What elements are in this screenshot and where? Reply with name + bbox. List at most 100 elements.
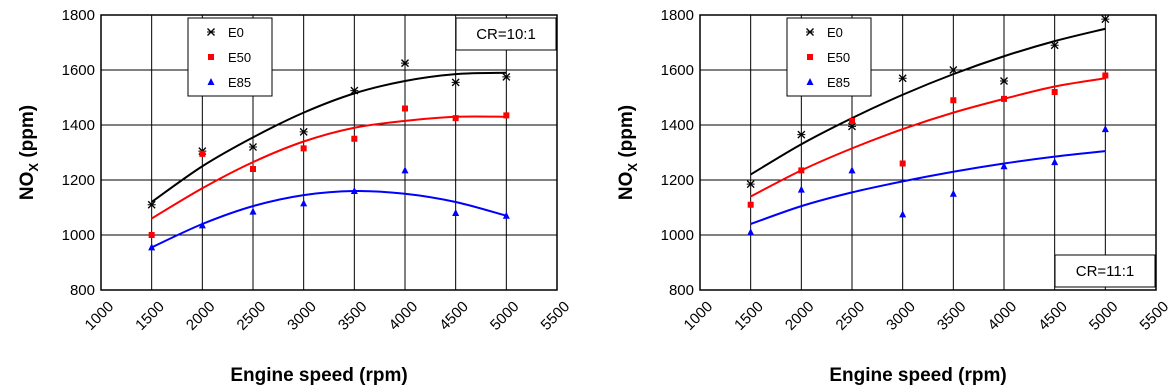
legend-marker-e0 xyxy=(207,28,215,36)
legend-box xyxy=(187,17,273,97)
series-e85 xyxy=(747,125,1109,236)
data-point-e0 xyxy=(299,127,308,136)
y-tick-label: 1200 xyxy=(62,172,95,189)
plot-area xyxy=(101,15,557,290)
data-point-e85 xyxy=(1000,162,1008,170)
plot-frame xyxy=(699,14,1157,291)
x-tick-label: 3000 xyxy=(883,298,919,334)
data-point-e50 xyxy=(1001,95,1007,102)
data-point-e0 xyxy=(249,143,257,151)
y-tick-label: 1800 xyxy=(661,7,694,24)
x-tick-label: 4000 xyxy=(386,298,422,334)
y-axis-title-main: NO xyxy=(616,172,637,201)
data-point-e50 xyxy=(250,166,256,172)
data-point-e50 xyxy=(1051,89,1058,95)
y-axis-title: NOX (ppm) xyxy=(616,105,640,200)
data-point-e50 xyxy=(503,112,510,119)
annotation-text: CR=11:1 xyxy=(1076,263,1135,280)
x-tick-label: 3500 xyxy=(335,298,371,334)
y-axis-title: NOX (ppm) xyxy=(17,105,41,200)
data-point-e50 xyxy=(300,145,307,152)
annotation-box xyxy=(1054,254,1156,288)
x-tick-label: 2500 xyxy=(234,298,270,334)
y-axis-title-main: NO xyxy=(17,172,38,201)
compression-ratio-annotation: CR=11:1 xyxy=(1054,254,1156,288)
legend-label-e0: E0 xyxy=(228,25,244,40)
plot-frame xyxy=(100,14,558,291)
y-tick-label: 1800 xyxy=(62,7,95,24)
legend-marker-e50 xyxy=(807,54,813,60)
data-point-e0 xyxy=(502,72,511,81)
data-point-e50 xyxy=(950,97,957,104)
data-point-e50 xyxy=(148,232,155,238)
trend-line-e0 xyxy=(151,71,507,203)
y-tick-label: 1400 xyxy=(62,117,95,134)
data-point-e0 xyxy=(350,86,359,95)
data-point-e85 xyxy=(198,221,206,229)
legend-marker-e0 xyxy=(806,28,814,36)
data-point-e50 xyxy=(1102,72,1109,79)
data-point-e0 xyxy=(1050,41,1059,50)
data-point-e0 xyxy=(147,200,156,209)
legend: E0 E50 E85 xyxy=(786,17,872,97)
legend-marker-e85 xyxy=(806,78,814,85)
legend-label-e85: E85 xyxy=(228,75,251,90)
data-point-e50 xyxy=(798,167,805,174)
x-tick-label: 4500 xyxy=(436,298,472,334)
x-axis-title: Engine speed (rpm) xyxy=(829,365,1006,386)
y-tick-label: 1600 xyxy=(661,62,694,79)
y-tick-label: 1000 xyxy=(661,227,694,244)
y-axis-title-subscript: X xyxy=(625,163,640,172)
data-point-e50 xyxy=(849,117,855,124)
data-point-e50 xyxy=(747,201,754,208)
data-point-e50 xyxy=(899,160,906,167)
data-point-e0 xyxy=(848,122,856,131)
data-point-e85 xyxy=(249,207,257,215)
data-point-e50 xyxy=(402,105,408,112)
data-point-e0 xyxy=(797,130,806,139)
x-tick-label: 1500 xyxy=(731,298,767,334)
plot-area xyxy=(700,15,1156,290)
data-point-e85 xyxy=(949,189,957,197)
x-tick-label: 4000 xyxy=(985,298,1021,334)
data-point-e85 xyxy=(848,166,856,174)
data-point-e0 xyxy=(898,74,907,83)
y-tick-label: 1200 xyxy=(661,172,694,189)
y-axis-title-unit: (ppm) xyxy=(17,105,38,163)
data-point-e85 xyxy=(350,187,358,194)
y-tick-label: 1000 xyxy=(62,227,95,244)
data-point-e0 xyxy=(949,66,958,74)
data-point-e85 xyxy=(1101,125,1109,133)
series-e85 xyxy=(148,166,510,251)
trend-line-e85 xyxy=(750,150,1106,225)
compression-ratio-annotation: CR=10:1 xyxy=(455,17,557,51)
legend-label-e50: E50 xyxy=(827,50,850,65)
data-point-e50 xyxy=(452,115,459,122)
legend-label-e50: E50 xyxy=(228,50,251,65)
annotation-text: CR=10:1 xyxy=(476,26,536,43)
x-tick-label: 5500 xyxy=(1137,298,1171,334)
data-point-e85 xyxy=(502,211,510,219)
data-point-e85 xyxy=(401,166,409,174)
y-tick-label: 800 xyxy=(70,282,95,299)
x-tick-label: 1000 xyxy=(82,298,118,334)
y-axis-title-subscript: X xyxy=(26,163,41,172)
legend-marker-e85 xyxy=(207,78,215,85)
legend-marker-e50 xyxy=(208,54,214,60)
data-point-e85 xyxy=(1051,158,1059,166)
y-tick-label: 1600 xyxy=(62,62,95,79)
data-point-e0 xyxy=(746,180,755,189)
legend-label-e85: E85 xyxy=(827,75,850,90)
data-point-e85 xyxy=(300,199,308,207)
x-tick-label: 2000 xyxy=(782,298,818,334)
trend-line-e50 xyxy=(151,115,507,220)
legend: E0 E50 E85 xyxy=(187,17,273,97)
x-tick-label: 1500 xyxy=(132,298,168,334)
series-e50 xyxy=(148,105,510,238)
x-tick-label: 3000 xyxy=(284,298,320,334)
x-tick-label: 2000 xyxy=(183,298,219,334)
legend-label-e0: E0 xyxy=(827,25,843,40)
